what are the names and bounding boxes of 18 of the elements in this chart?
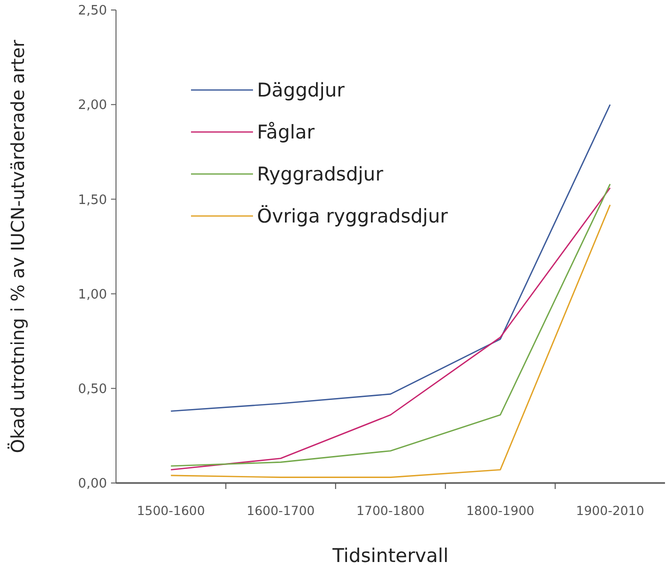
y-tick-label: 0,00	[78, 476, 107, 492]
legend-label: Övriga ryggradsdjur	[257, 204, 448, 228]
y-tick-label: 1,00	[78, 287, 107, 302]
y-tick-label: 0,50	[78, 382, 107, 397]
x-tick-label: 1600-1700	[246, 503, 315, 518]
x-axis-title: Tidsintervall	[332, 545, 448, 567]
line-series	[170, 104, 611, 412]
x-tick-label: 1900-2010	[576, 503, 644, 518]
y-axis-title: Ökad utrotning i % av IUCN-utvärderade arter	[7, 39, 29, 454]
y-tick-label: 1,50	[78, 192, 107, 208]
legend-label: Fåglar	[257, 122, 315, 144]
y-tick-label: 2,00	[78, 98, 107, 114]
x-tick-label: 1500-1600	[136, 503, 206, 518]
legend-label: Däggdjur	[257, 80, 345, 102]
x-tick-label: 1800-1900	[466, 503, 534, 518]
x-tick-label: 1700-1800	[356, 503, 425, 518]
legend-label: Ryggradsdjur	[257, 164, 384, 186]
y-tick-label: 2,50	[78, 4, 107, 19]
